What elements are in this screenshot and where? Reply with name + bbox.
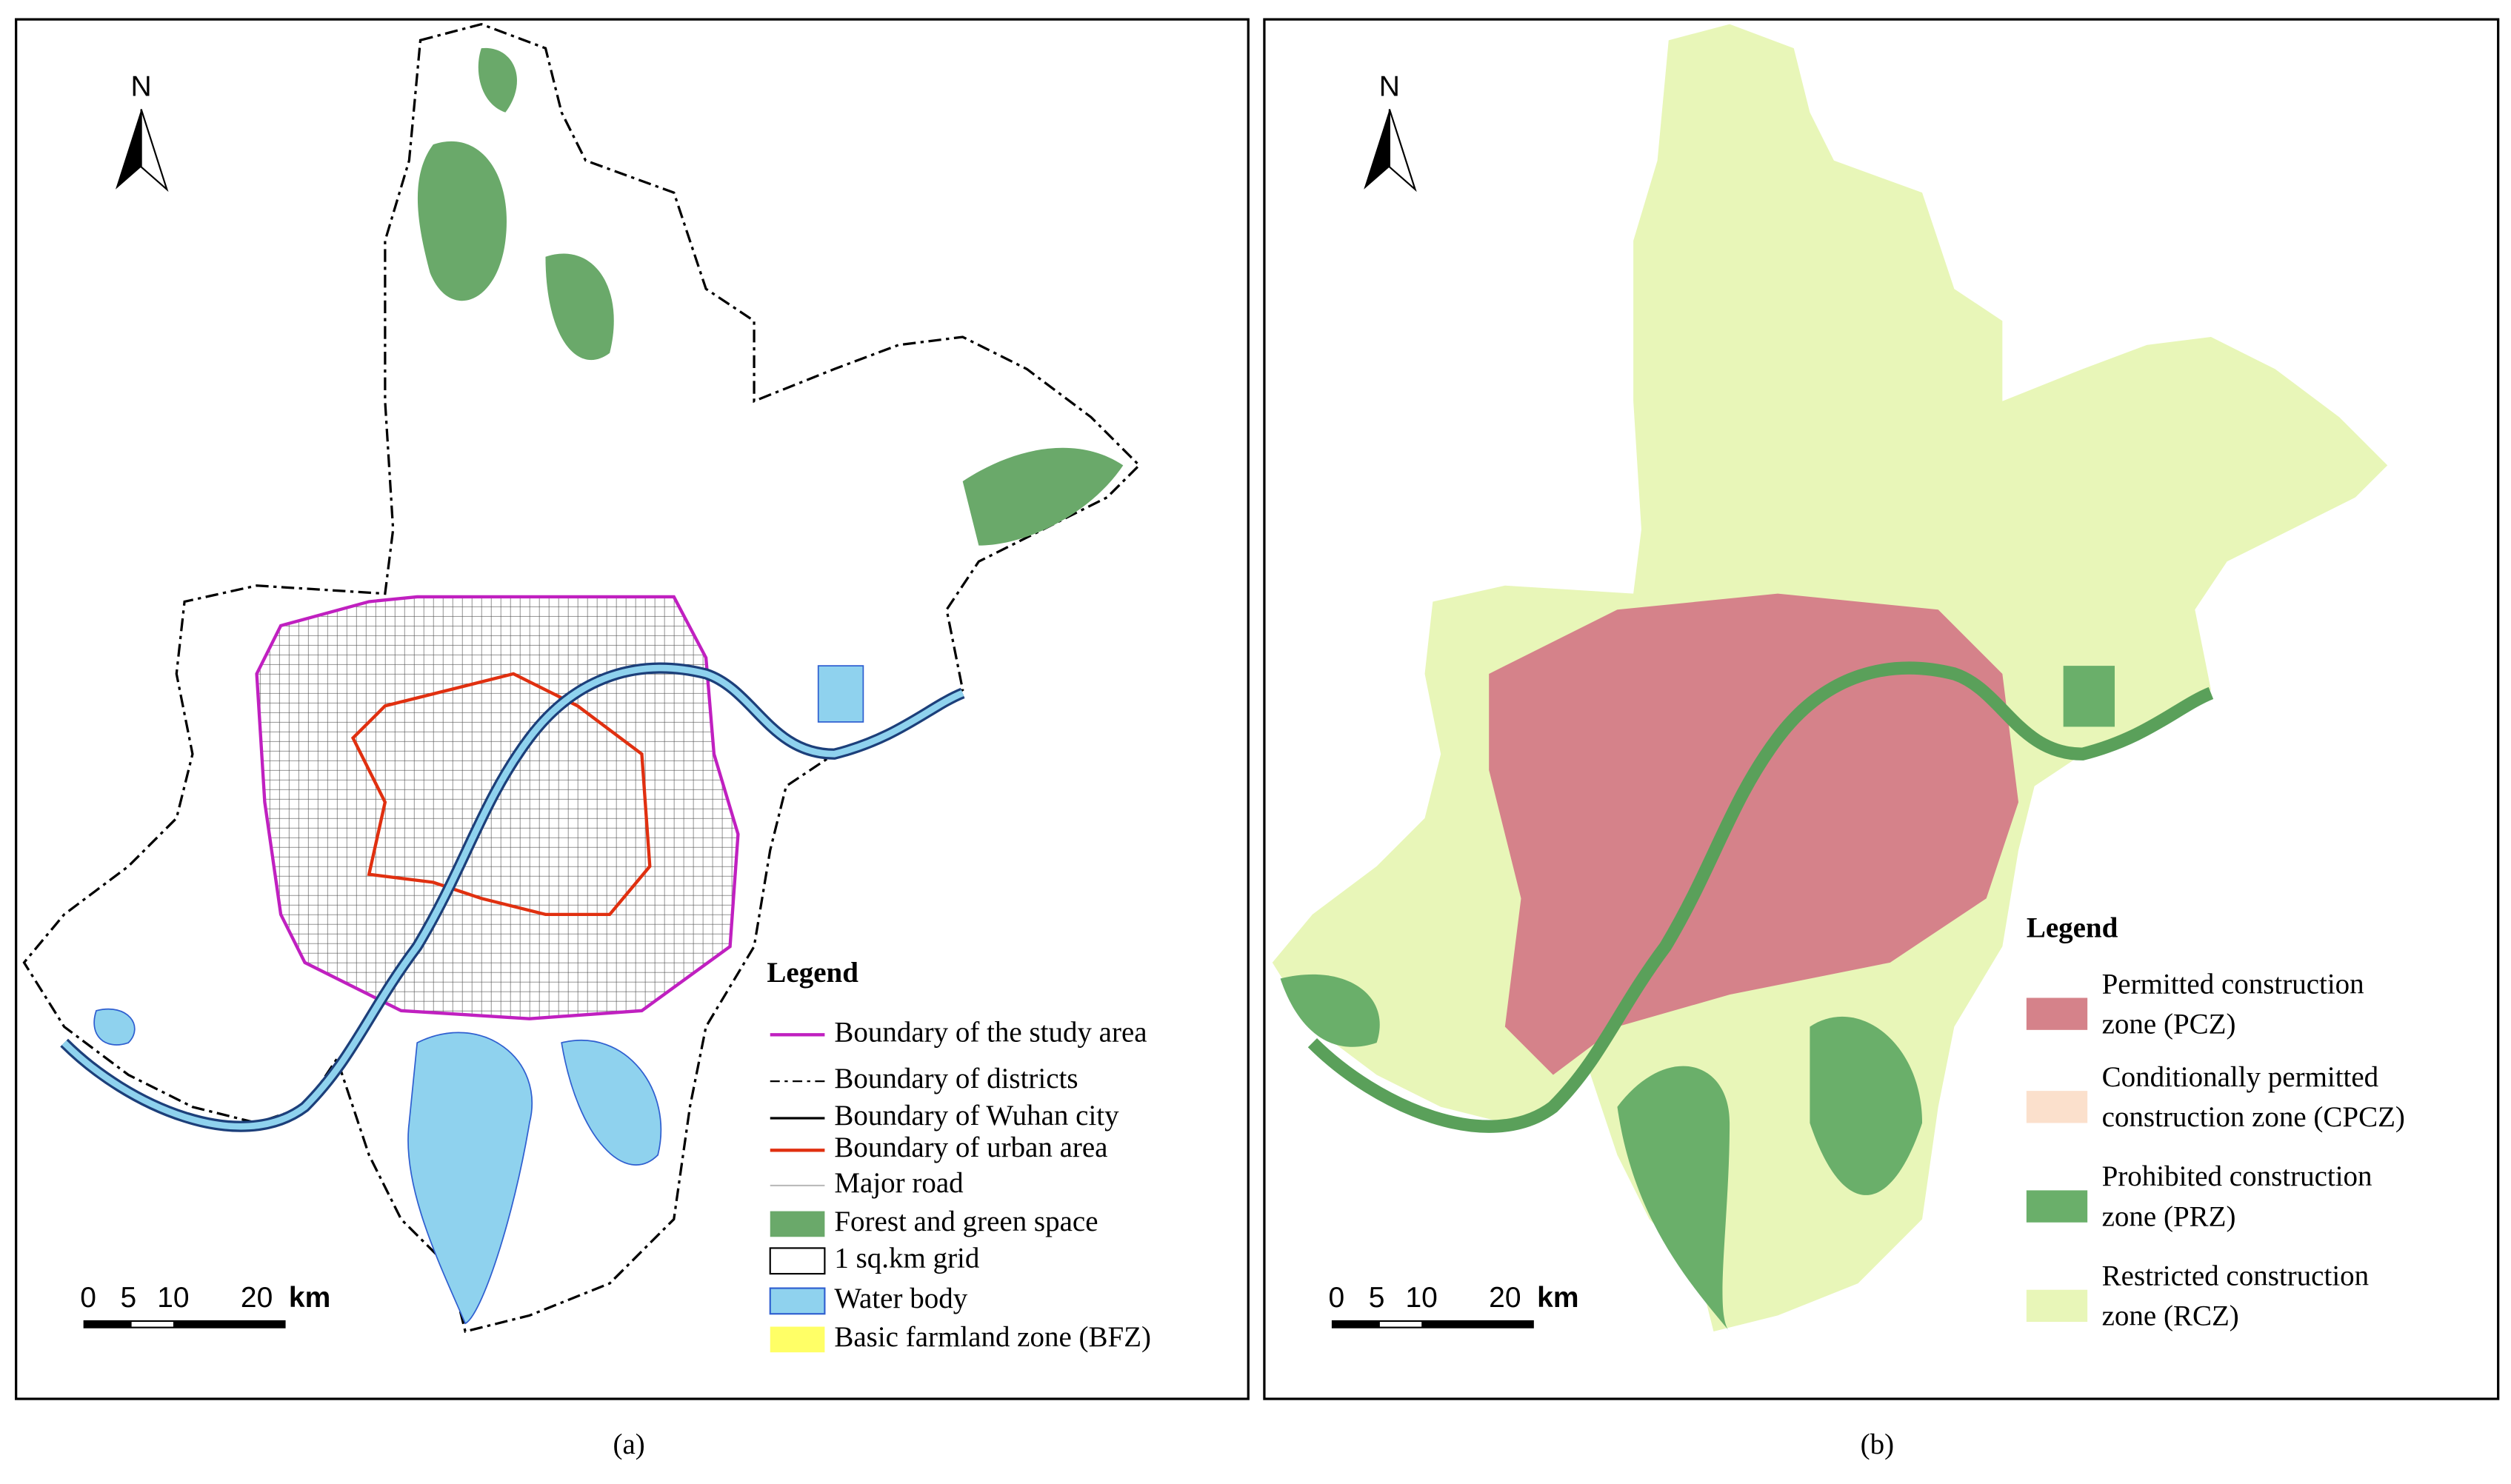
legend-label: construction zone (CPCZ) [2102, 1101, 2405, 1133]
forest [478, 47, 517, 113]
legend-swatch [770, 1326, 825, 1353]
scale-bar [83, 1320, 286, 1328]
forest [962, 447, 1124, 546]
permitted-zone [1489, 593, 2018, 1075]
legend-label: zone (PRZ) [2102, 1200, 2236, 1232]
scale-bar [131, 1322, 173, 1327]
legend-swatch [2026, 1091, 2088, 1123]
legend-label: Basic farmland zone (BFZ) [834, 1321, 1151, 1353]
scale-label: 0 [1329, 1282, 1345, 1314]
scale-bar [1331, 1320, 1534, 1328]
scale-label: 20 [241, 1282, 273, 1314]
legend-label: zone (RCZ) [2102, 1300, 2239, 1332]
scale-bar [1379, 1322, 1422, 1327]
forest-areas [417, 47, 1124, 546]
scale-unit: km [289, 1282, 330, 1314]
water [407, 1032, 533, 1325]
water [817, 665, 864, 723]
legend-swatch [770, 1211, 825, 1237]
legend-label: Permitted construction [2102, 968, 2364, 1000]
legend-label: zone (PCZ) [2102, 1008, 2236, 1040]
legend-swatch [2026, 997, 2088, 1030]
prohibited-zone [1810, 1016, 1923, 1195]
water-areas [93, 665, 864, 1325]
forest [417, 141, 507, 301]
scale-unit: km [1537, 1282, 1578, 1314]
water [561, 1039, 662, 1166]
prohibited-zone [1280, 974, 1380, 1047]
legend-label: Water body [834, 1283, 967, 1314]
north-arrow [115, 109, 141, 190]
legend-label: Boundary of Wuhan city [834, 1100, 1119, 1132]
scale-label: 0 [80, 1282, 96, 1314]
forest [545, 253, 614, 361]
legend-label: Boundary of districts [834, 1063, 1078, 1094]
legend-label: Forest and green space [834, 1206, 1098, 1237]
prohibited-zone [1617, 1066, 1730, 1332]
legend-title: Legend [2027, 912, 2118, 943]
legend-swatch [2026, 1190, 2088, 1223]
caption: (b) [1861, 1428, 1894, 1460]
legend-label: Conditionally permitted [2102, 1061, 2379, 1093]
legend-swatch [769, 1247, 826, 1275]
north-label: N [131, 71, 152, 103]
prohibited-zone [2063, 666, 2115, 727]
legend-label: Restricted construction [2102, 1260, 2370, 1292]
north-arrow [1364, 109, 1390, 190]
urban-boundary [350, 672, 652, 917]
legend-label: Boundary of the study area [834, 1016, 1147, 1048]
north-label: N [1379, 71, 1400, 103]
legend-swatch [769, 1287, 826, 1315]
legend-label: Prohibited construction [2102, 1160, 2372, 1192]
scale-label: 5 [120, 1282, 136, 1314]
legend-label: Boundary of urban area [834, 1132, 1107, 1163]
legend-label: 1 sq.km grid [834, 1243, 980, 1274]
scale-label: 5 [1369, 1282, 1385, 1314]
scale-label: 20 [1489, 1282, 1521, 1314]
study-area [255, 595, 740, 1020]
scale-label: 10 [157, 1282, 189, 1314]
caption: (a) [613, 1428, 644, 1460]
scale-label: 10 [1406, 1282, 1438, 1314]
water [93, 1009, 136, 1046]
legend-swatch [2026, 1289, 2088, 1323]
legend-title: Legend [767, 957, 858, 989]
legend-label: Major road [834, 1167, 964, 1199]
map-b [1272, 24, 2388, 1332]
